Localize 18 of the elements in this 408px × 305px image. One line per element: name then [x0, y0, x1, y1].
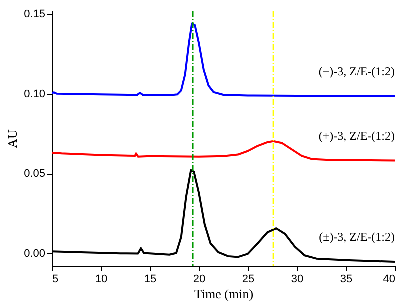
x-tick-label: 10	[95, 274, 108, 286]
y-tick-label: 0.00	[24, 248, 46, 260]
x-axis-title: Time (min)	[194, 286, 254, 302]
x-tick-label: 35	[340, 274, 353, 286]
y-tick-label: 0.15	[24, 8, 46, 21]
x-tick-label: 5	[52, 274, 59, 286]
x-tick-label: 20	[193, 274, 206, 286]
y-tick-label: 0.05	[24, 168, 46, 180]
x-tick-label: 15	[144, 274, 157, 286]
x-tick-label: 30	[291, 274, 304, 286]
y-axis-title: AU	[5, 129, 20, 148]
x-tick-label: 40	[383, 274, 396, 286]
series-label: (+)-3, Z/E-(1:2)	[318, 128, 395, 143]
line-series	[52, 22, 395, 98]
series-label: (−)-3, Z/E-(1:2)	[318, 64, 395, 78]
series-label: (±)-3, Z/E-(1:2)	[319, 230, 396, 244]
x-tick-label: 25	[242, 274, 255, 286]
y-tick-label: 0.10	[24, 88, 46, 100]
